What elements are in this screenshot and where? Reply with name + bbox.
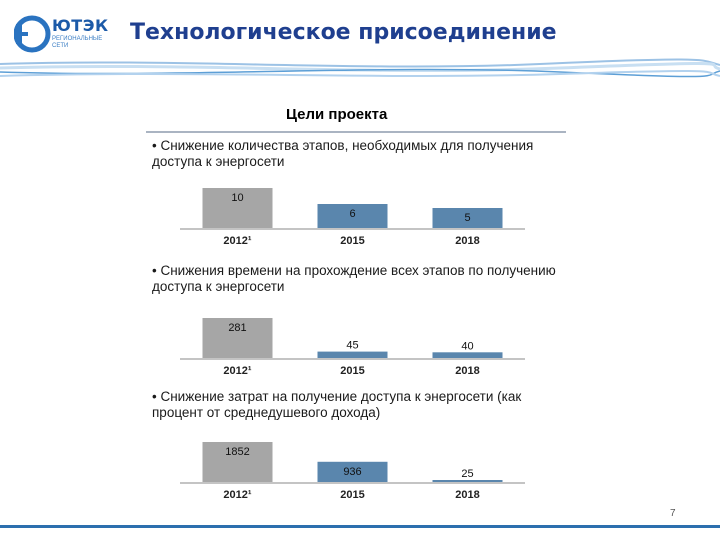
- bar-label-1-0: 281: [228, 322, 246, 334]
- tick-label-0-0: 2012¹: [223, 235, 251, 247]
- page-number: 7: [670, 508, 676, 519]
- bar-label-0-0: 10: [231, 192, 243, 204]
- tick-label-2-2: 2018: [455, 489, 479, 501]
- bar-label-2-1: 936: [343, 466, 361, 478]
- bar-2-1: [317, 461, 388, 482]
- section-time-text: • Снижения времени на прохождение всех э…: [152, 263, 556, 294]
- tick-label-2-0: 2012¹: [223, 489, 251, 501]
- slide-title: Технологическое присоединение: [130, 20, 557, 45]
- tick-label-1-1: 2015: [340, 365, 364, 377]
- bar-label-1-1: 45: [346, 340, 358, 352]
- chart-cost: 1852 2012¹ 936 2015 25 2018: [180, 442, 525, 501]
- logo-name: ЮТЭК: [52, 16, 109, 35]
- tick-label-0-2: 2018: [455, 235, 479, 247]
- yutek-logo: [14, 15, 51, 53]
- bar-label-2-2: 25: [461, 468, 473, 480]
- tick-label-0-1: 2015: [340, 235, 364, 247]
- section-cost-text: • Снижение затрат на получение доступа к…: [152, 389, 522, 420]
- header-waves: [0, 58, 720, 78]
- footer-line: [0, 525, 720, 528]
- logo-subtitle: РЕГИОНАЛЬНЫЕ СЕТИ: [52, 36, 103, 49]
- bar-label-0-1: 6: [349, 208, 355, 220]
- panel-title: Цели проекта: [286, 106, 388, 123]
- bar-2-0: [202, 442, 273, 482]
- bar-1-2: [432, 352, 503, 358]
- bar-label-0-2: 5: [464, 212, 470, 224]
- panel-divider: [146, 131, 566, 133]
- tick-label-2-1: 2015: [340, 489, 364, 501]
- bar-2-2: [432, 480, 503, 482]
- bar-0-0: [202, 188, 273, 228]
- tick-label-1-2: 2018: [455, 365, 479, 377]
- bar-0-2: [432, 208, 503, 228]
- section-steps-text: • Снижение количества этапов, необходимы…: [152, 138, 534, 169]
- bar-1-0: [202, 318, 273, 358]
- bar-1-1: [317, 351, 388, 358]
- chart-steps: 10 2012¹ 6 2015 5 2018: [180, 188, 525, 247]
- bar-0-1: [317, 204, 388, 228]
- bar-label-2-0: 1852: [225, 446, 249, 458]
- bar-label-1-2: 40: [461, 340, 473, 352]
- chart-time: 281 2012¹ 45 2015 40 2018: [180, 318, 525, 377]
- tick-label-1-0: 2012¹: [223, 365, 251, 377]
